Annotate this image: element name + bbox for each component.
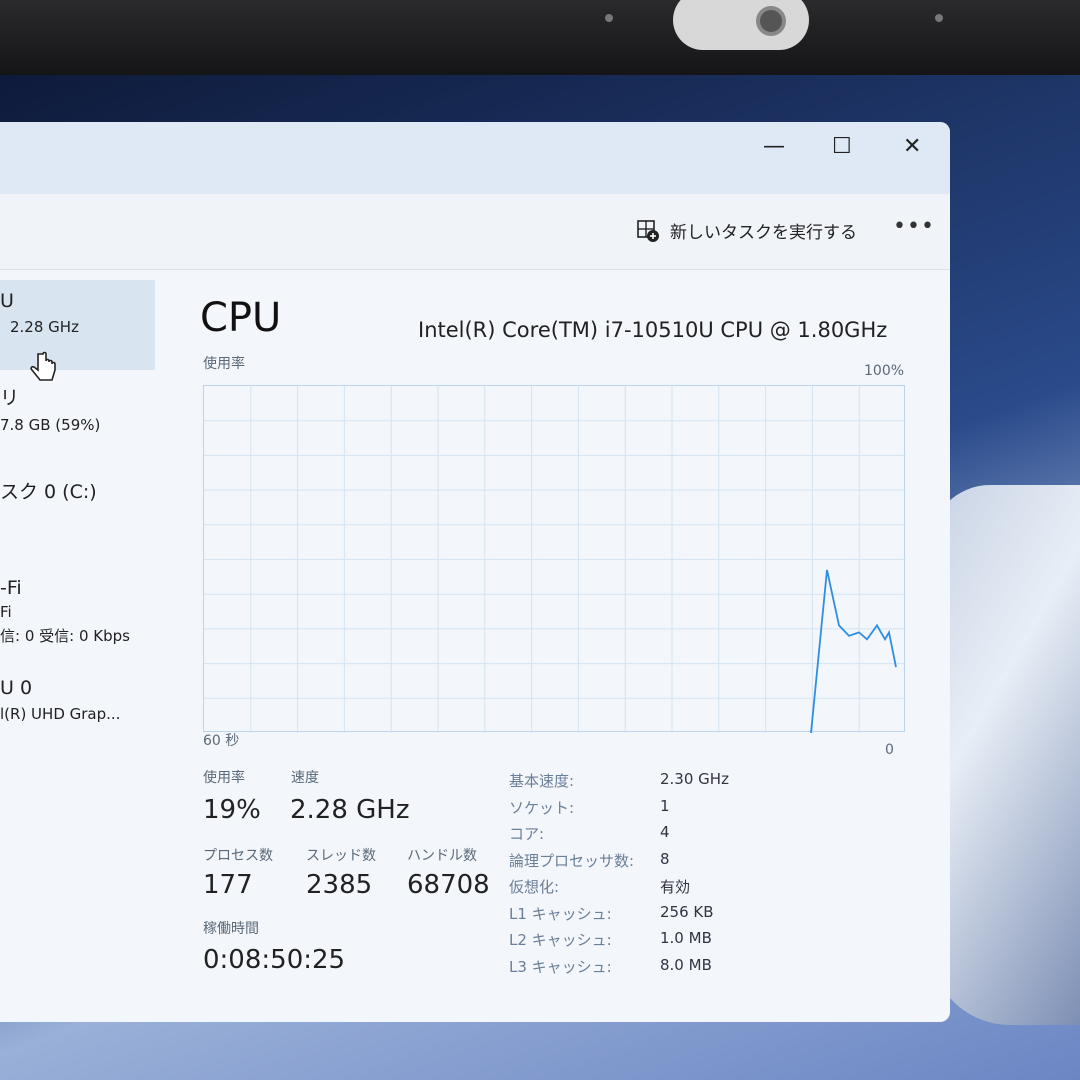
sidebar-item-cpu[interactable]: U 2.28 GHz (0, 290, 160, 336)
command-bar: 新しいタスクを実行する ••• (0, 194, 950, 270)
graph-max-label: 100% (864, 363, 905, 379)
close-button[interactable]: ✕ (903, 134, 922, 159)
hand-cursor-icon (30, 351, 56, 381)
sidebar-item-memory[interactable]: リ 7.8 GB (59%) (0, 383, 160, 434)
item-subtitle: 7.8 GB (59%) (0, 416, 101, 434)
spec-value: 8.0 MB (660, 955, 712, 974)
speed-value: 2.28 GHz (290, 795, 410, 825)
more-options-button[interactable]: ••• (893, 214, 935, 239)
webcam-lens (756, 6, 786, 36)
spec-value: 4 (660, 823, 670, 841)
item-subtitle: Fi (0, 603, 12, 621)
maximize-button[interactable]: ☐ (832, 134, 852, 159)
task-manager-window: — ☐ ✕ 新しいタスクを実行する ••• (0, 122, 950, 1022)
usage-label: 使用率 (203, 770, 245, 786)
spec-value: 1.0 MB (660, 929, 712, 947)
item-title: -Fi (0, 577, 22, 599)
sidebar-item-wifi[interactable]: -Fi Fi 信: 0 受信: 0 Kbps (0, 577, 160, 646)
spec-label: L2 キャッシュ: (509, 931, 612, 949)
item-title: U (0, 290, 14, 312)
minimize-button[interactable]: — (763, 134, 785, 159)
uptime-label: 稼働時間 (203, 921, 259, 937)
cpu-usage-graph (203, 385, 906, 734)
graph-time-label: 60 秒 (203, 733, 240, 749)
webcam-cover (673, 0, 809, 50)
spec-value: 1 (660, 796, 670, 815)
processes-value: 177 (203, 870, 253, 900)
item-title: U 0 (0, 677, 33, 699)
spec-label: ソケット: (509, 798, 575, 817)
spec-label: L1 キャッシュ: (509, 904, 612, 923)
speed-label: 速度 (291, 770, 319, 786)
wallpaper-shape (930, 485, 1080, 1025)
item-title: スク 0 (C:) (0, 481, 97, 503)
spec-value: 有効 (660, 878, 691, 896)
item-subtitle: 2.28 GHz (10, 318, 79, 336)
spec-label: 論理プロセッサ数: (509, 851, 635, 870)
run-new-task-button[interactable]: 新しいタスクを実行する (636, 218, 857, 243)
usage-value: 19% (203, 795, 261, 825)
processes-label: プロセス数 (203, 848, 273, 864)
threads-value: 2385 (306, 870, 373, 900)
sensor-dot (605, 14, 613, 22)
cpu-usage-graph-svg (204, 386, 906, 734)
new-task-icon (637, 219, 659, 242)
graph-label: 使用率 (203, 356, 245, 372)
sidebar-selected-highlight (0, 280, 155, 370)
run-new-task-label: 新しいタスクを実行する (670, 223, 857, 243)
page-title: CPU (200, 295, 282, 341)
spec-value: 2.30 GHz (660, 770, 729, 788)
sidebar-item-disk[interactable]: スク 0 (C:) (0, 477, 160, 504)
title-bar: — ☐ ✕ (0, 122, 950, 194)
spec-label: 基本速度: (509, 772, 575, 790)
processor-name: Intel(R) Core(TM) i7-10510U CPU @ 1.80GH… (418, 318, 888, 342)
cpu-usage-line (810, 569, 897, 734)
sensor-dot (935, 14, 943, 22)
laptop-bezel (0, 0, 1080, 75)
uptime-value: 0:08:50:25 (203, 945, 346, 975)
handles-value: 68708 (407, 870, 490, 900)
graph-min-label: 0 (885, 742, 894, 758)
handles-label: ハンドル数 (407, 848, 477, 864)
spec-label: 仮想化: (509, 878, 560, 896)
item-title: リ (0, 387, 20, 409)
spec-value: 8 (660, 849, 670, 868)
threads-label: スレッド数 (306, 848, 376, 864)
spec-value: 256 KB (660, 902, 714, 921)
item-subtitle: l(R) UHD Grap... (0, 705, 121, 723)
spec-label: コア: (509, 825, 545, 843)
sidebar-item-gpu[interactable]: U 0 l(R) UHD Grap... (0, 677, 160, 723)
spec-label: L3 キャッシュ: (509, 957, 612, 976)
item-detail: 信: 0 受信: 0 Kbps (0, 627, 130, 645)
